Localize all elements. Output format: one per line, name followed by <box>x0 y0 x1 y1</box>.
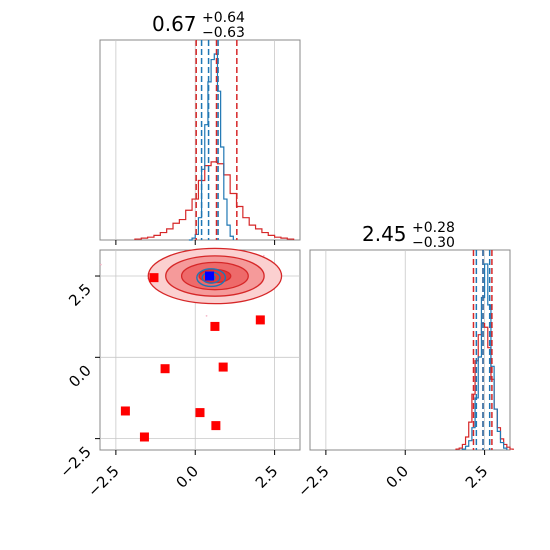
param2-quantile-lines <box>472 250 493 450</box>
param2-histogram-ticks: −2.5 0.0 2.5 <box>294 450 491 501</box>
param1-histogram-ticks <box>115 240 276 245</box>
param1-histogram-grid <box>115 40 276 240</box>
param1-histogram-frame <box>99 39 301 241</box>
param1-red-histogram <box>134 161 295 240</box>
param1-histogram-panel: 0.67 +0.64 −0.63 <box>99 10 301 245</box>
param2-histogram-frame <box>309 249 511 451</box>
blue-contour <box>196 268 227 288</box>
param2-blue-histogram <box>461 263 508 450</box>
x-tick-label: 2.5 <box>462 462 492 492</box>
red-square-marker <box>218 362 228 372</box>
red-square-marker <box>139 432 149 442</box>
x-tick-label: 0.0 <box>172 462 202 492</box>
param2-histogram-bars <box>455 263 514 450</box>
sample-point <box>262 254 265 257</box>
x-tick-label: −2.5 <box>84 462 122 500</box>
sample-point <box>99 263 102 266</box>
red-square-marker <box>195 408 205 418</box>
param2-title-minus: −0.30 <box>412 235 455 251</box>
joint-y-ticks: −2.5 0.0 2.5 <box>56 275 100 481</box>
param1-blue-histogram <box>188 53 234 241</box>
red-square-marker <box>211 421 221 431</box>
y-tick-label: 0.0 <box>65 361 95 391</box>
x-tick-label: 0.0 <box>382 462 412 492</box>
joint-panel: −2.5 0.0 2.5 −2.5 0.0 2.5 <box>56 247 301 501</box>
red-square-marker <box>160 364 170 374</box>
param2-title-value: 2.45 <box>362 222 407 246</box>
y-tick-label: 2.5 <box>65 280 95 310</box>
param1-title-plus: +0.64 <box>202 10 245 26</box>
sample-point <box>205 314 208 317</box>
param1-title-value: 0.67 <box>152 12 197 36</box>
joint-markers <box>120 271 265 442</box>
param1-quantile-lines <box>195 40 238 240</box>
red-square-marker <box>120 406 130 416</box>
x-tick-label: −2.5 <box>294 462 332 500</box>
red-square-marker <box>210 321 220 331</box>
red-square-marker <box>255 315 265 325</box>
joint-x-ticks: −2.5 0.0 2.5 <box>84 450 281 501</box>
y-tick-label: −2.5 <box>56 443 94 481</box>
x-tick-label: 2.5 <box>252 462 282 492</box>
blue-square-marker <box>205 271 215 281</box>
param1-histogram-bars <box>134 53 295 241</box>
red-square-marker <box>149 273 159 283</box>
param2-histogram-panel: −2.5 0.0 2.5 2.45 +0.28 −0.30 <box>294 220 514 501</box>
param2-title-plus: +0.28 <box>412 220 455 236</box>
joint-red-contours <box>147 247 283 305</box>
param1-title-minus: −0.63 <box>202 25 245 41</box>
